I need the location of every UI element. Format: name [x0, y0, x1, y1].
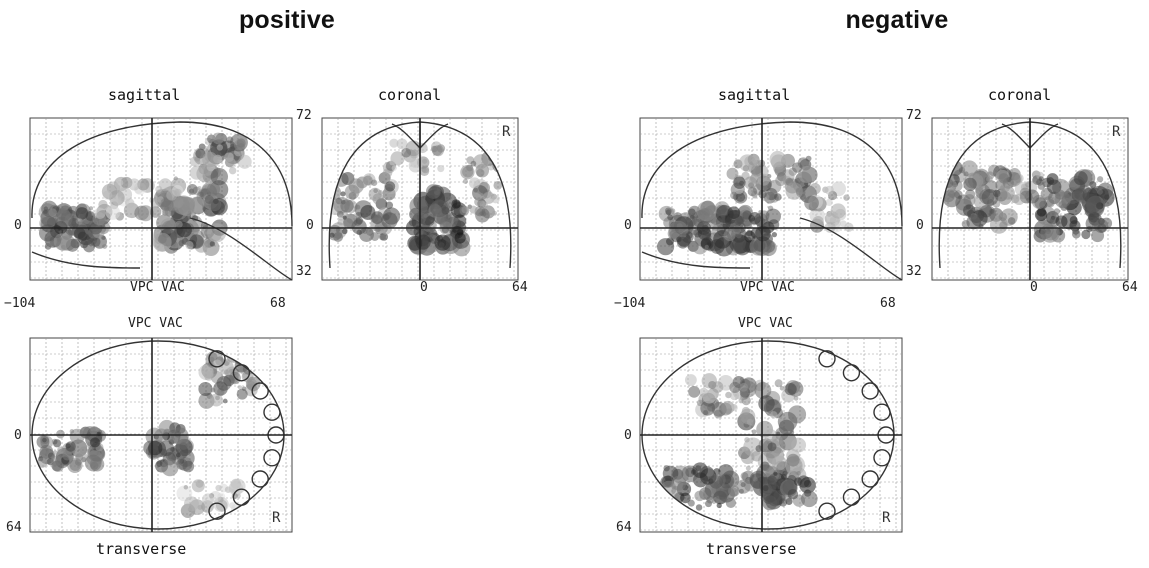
transverse-bottom-label: 64 [6, 520, 22, 535]
coronal-mid-label: 0 [1030, 280, 1038, 295]
activation-blobs [657, 150, 854, 257]
transverse-zero-label: 0 [624, 428, 632, 443]
transverse-view: R [639, 337, 903, 533]
coronal-bottom-label: 32 [296, 264, 312, 279]
panel-title: negative [845, 6, 949, 34]
coronal-label: coronal [988, 86, 1052, 104]
coronal-label: coronal [378, 86, 442, 104]
sagittal-xmax-label: 68 [880, 296, 896, 311]
transverse-label: transverse [706, 540, 797, 558]
sagittal-label: sagittal [108, 86, 181, 104]
sagittal-xmax-label: 68 [270, 296, 286, 311]
coronal-zero-label: 0 [306, 218, 314, 233]
sagittal-zero-label: 0 [624, 218, 632, 233]
brain-outline [31, 121, 293, 281]
coronal-top-label: 72 [296, 108, 312, 123]
sagittal-view [29, 117, 293, 281]
transverse-zero-label: 0 [14, 428, 22, 443]
negative-panel: negative sagittal 0 −104 68 VPC VAC coro… [610, 0, 1149, 568]
sagittal-ref-label: VPC VAC [740, 280, 795, 295]
coronal-mid-label: 0 [420, 280, 428, 295]
side-marker: R [882, 510, 891, 526]
coronal-zero-label: 0 [916, 218, 924, 233]
positive-panel: positive sagittal 0 −104 68 VPC VAC coro… [0, 0, 574, 568]
sagittal-xmin-label: −104 [614, 296, 646, 311]
panel-title: positive [238, 6, 336, 34]
side-marker: R [272, 510, 281, 526]
side-marker: R [1112, 124, 1121, 140]
coronal-right-label: 64 [1122, 280, 1138, 295]
sagittal-view [639, 117, 903, 281]
activation-blobs [36, 348, 261, 519]
transverse-ref-label: VPC VAC [128, 316, 183, 331]
transverse-ref-label: VPC VAC [738, 316, 793, 331]
coronal-view: R [931, 117, 1129, 281]
transverse-bottom-label: 64 [616, 520, 632, 535]
transverse-view: R [29, 337, 293, 533]
sagittal-label: sagittal [718, 86, 791, 104]
transverse-label: transverse [96, 540, 187, 558]
coronal-right-label: 64 [512, 280, 528, 295]
sagittal-zero-label: 0 [14, 218, 22, 233]
coronal-top-label: 72 [906, 108, 922, 123]
sagittal-xmin-label: −104 [4, 296, 36, 311]
sagittal-ref-label: VPC VAC [130, 280, 185, 295]
coronal-view: R [321, 117, 519, 281]
coronal-bottom-label: 32 [906, 264, 922, 279]
brain-outline [641, 121, 903, 281]
side-marker: R [502, 124, 511, 140]
